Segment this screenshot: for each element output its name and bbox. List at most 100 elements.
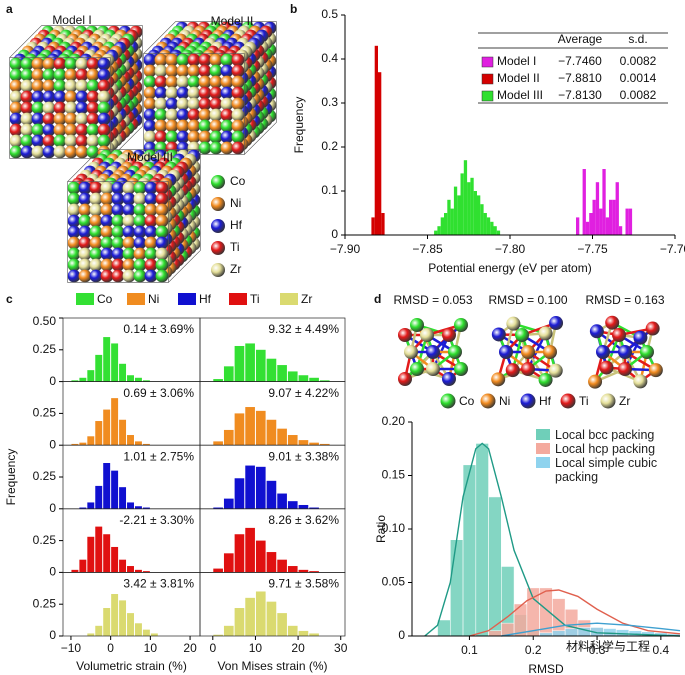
atom	[640, 345, 654, 359]
bar	[142, 507, 150, 509]
atom	[154, 97, 168, 111]
atom	[515, 328, 529, 342]
x-tick-label: 0.1	[461, 643, 478, 657]
y-tick-label: 0	[49, 437, 56, 451]
y-tick-label: 0	[49, 501, 56, 515]
atom	[20, 90, 34, 104]
bar	[255, 540, 266, 573]
atom	[404, 345, 418, 359]
bar	[585, 221, 590, 235]
atom	[67, 203, 81, 217]
atom	[176, 64, 190, 78]
atom	[220, 141, 234, 155]
atom	[220, 75, 234, 89]
legend-label: Model I	[497, 54, 536, 68]
legend-item: Local hcp packing	[536, 442, 682, 456]
atom	[31, 145, 45, 159]
atom	[42, 123, 56, 137]
atom	[231, 108, 245, 122]
atom	[165, 108, 179, 122]
atom	[521, 345, 535, 359]
legend-swatch	[280, 293, 298, 305]
bar	[245, 527, 255, 573]
atom	[100, 214, 114, 228]
annotation: 9.07 ± 4.22%	[268, 386, 339, 400]
bar	[513, 603, 528, 637]
legend-label: Co	[97, 292, 113, 306]
atom	[154, 130, 168, 144]
bar	[266, 419, 277, 446]
atom	[155, 192, 169, 206]
atom	[86, 90, 100, 104]
bar	[475, 443, 489, 637]
atom	[187, 130, 201, 144]
bar	[255, 349, 266, 382]
bar	[87, 370, 95, 382]
y-tick-label: 0	[331, 227, 338, 241]
atom	[89, 258, 103, 272]
atom	[75, 101, 89, 115]
y-tick-label: 0.20	[382, 414, 406, 428]
atom	[198, 130, 212, 144]
annotation: 9.71 ± 3.58%	[268, 577, 339, 591]
bar	[134, 377, 142, 382]
bar	[234, 478, 245, 509]
bar	[234, 534, 245, 573]
y-tick-label: 0	[49, 565, 56, 579]
bar	[71, 443, 79, 446]
atom	[231, 141, 245, 155]
legend-label: Co	[230, 174, 246, 188]
atom	[89, 214, 103, 228]
atom	[64, 134, 78, 148]
atom	[231, 130, 245, 144]
atom	[100, 203, 114, 217]
atom	[20, 134, 34, 148]
bar	[95, 625, 103, 636]
atom	[20, 145, 34, 159]
atom	[122, 258, 136, 272]
atom	[144, 258, 158, 272]
bar	[87, 502, 95, 509]
atom	[144, 214, 158, 228]
atom	[89, 225, 103, 239]
bar	[255, 591, 266, 636]
atom	[9, 79, 23, 93]
bar	[490, 221, 494, 235]
atom	[122, 236, 136, 250]
table-cell: −7.8810	[558, 71, 602, 85]
bar	[628, 630, 643, 637]
y-axis-label: Frequency	[292, 97, 306, 154]
legend-label: Model II	[497, 71, 540, 85]
atom	[100, 181, 114, 195]
legend-swatch	[560, 393, 576, 409]
bar	[213, 634, 223, 636]
bar	[79, 507, 87, 509]
bar	[602, 169, 606, 235]
bar	[150, 633, 158, 636]
legend-label: Ni	[148, 292, 159, 306]
bar	[309, 507, 319, 509]
bar	[488, 496, 502, 637]
atom	[154, 64, 168, 78]
x-tick-label: 20	[291, 641, 305, 655]
legend-swatch	[229, 293, 247, 305]
atom	[111, 258, 125, 272]
atom	[521, 362, 535, 376]
atom	[31, 68, 45, 82]
bar	[127, 613, 134, 636]
bar	[319, 443, 330, 446]
atom	[97, 57, 111, 71]
bar	[277, 428, 287, 446]
atom	[144, 225, 158, 239]
atom	[209, 64, 223, 78]
legend-item: Local bcc packing	[536, 428, 682, 442]
legend-swatch	[536, 457, 550, 468]
bar	[319, 380, 330, 382]
atom	[100, 269, 114, 283]
bar	[449, 539, 464, 637]
bar	[287, 435, 298, 446]
atom	[122, 181, 136, 195]
annotation: 0.14 ± 3.69%	[123, 322, 194, 336]
bar	[266, 358, 277, 382]
